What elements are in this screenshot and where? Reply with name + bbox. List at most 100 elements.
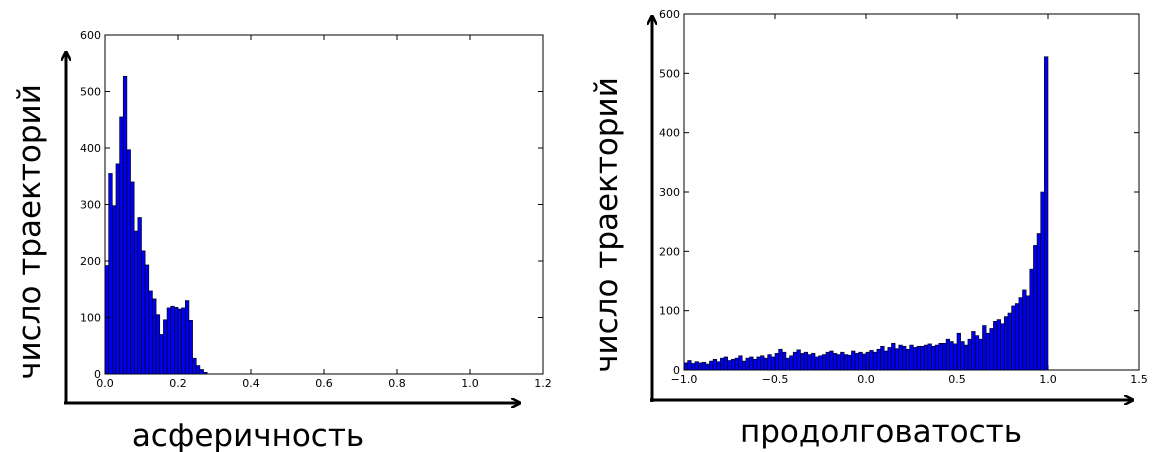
bar	[771, 356, 776, 371]
bar	[996, 319, 1001, 371]
y-axis-label: число траекторий	[12, 84, 48, 380]
bar	[199, 369, 204, 375]
y-tick-label: 500	[659, 67, 680, 80]
bar	[971, 331, 976, 371]
bar	[814, 356, 819, 371]
bar	[789, 355, 794, 371]
bar	[698, 362, 703, 371]
bar	[778, 348, 783, 371]
bar	[822, 354, 827, 371]
x-tick-label: 1.5	[1130, 373, 1148, 386]
y-tick-label: 500	[80, 86, 101, 99]
bar	[800, 353, 805, 371]
bar	[712, 359, 718, 371]
bar	[872, 351, 878, 371]
bar	[862, 353, 867, 371]
x-tick-label: 0.4	[242, 377, 260, 390]
bar	[960, 341, 965, 371]
bar	[1033, 245, 1038, 371]
y-tick-label: 0	[673, 364, 680, 377]
chart-prolateness: −1.0 −0.5 0.0 0.5 1.0 1.5 0 100 200 300 400 500 600…	[589, 8, 1148, 450]
x-tick-label: −0.5	[762, 373, 789, 386]
bar	[880, 345, 885, 371]
bar	[694, 361, 699, 371]
y-tick-label: 400	[659, 127, 680, 140]
bar	[974, 335, 980, 371]
bar	[796, 349, 801, 371]
bar	[687, 360, 692, 371]
bar	[752, 359, 758, 371]
bar	[931, 345, 936, 371]
y-tick-label: 300	[659, 186, 680, 199]
bar	[836, 354, 841, 371]
bar	[716, 361, 721, 371]
bar	[927, 343, 932, 371]
bar	[159, 334, 164, 375]
bar	[858, 351, 863, 371]
x-tick-label: 1.2	[534, 377, 552, 390]
bar	[137, 217, 142, 375]
y-ticks: 0 100 200 300 400 500 600	[659, 8, 1139, 377]
bar	[763, 357, 769, 371]
bar	[825, 351, 830, 371]
bar	[774, 353, 779, 371]
bar	[119, 116, 124, 375]
bar-series	[104, 75, 208, 375]
bar	[785, 357, 790, 371]
bar	[185, 300, 190, 375]
bar	[144, 264, 150, 375]
x-tick-label: 1.0	[1039, 373, 1057, 386]
bar	[1044, 56, 1049, 371]
bar	[720, 357, 725, 371]
x-tick-label: −1.0	[671, 373, 698, 386]
bar	[963, 344, 969, 371]
bar	[1014, 303, 1020, 371]
bar	[709, 360, 714, 371]
bar	[108, 173, 113, 375]
bar	[1007, 312, 1012, 371]
bar	[115, 163, 120, 375]
bar	[913, 347, 918, 371]
x-tick-label: 1.0	[461, 377, 479, 390]
y-tick-label: 300	[80, 199, 101, 212]
bar	[905, 348, 910, 371]
bar	[829, 350, 834, 371]
bar	[141, 250, 146, 375]
bar	[843, 354, 849, 371]
bar	[851, 350, 856, 371]
x-axis-label: продолговатость	[740, 414, 1022, 450]
bar	[195, 365, 201, 375]
y-tick-label: 600	[659, 8, 680, 21]
bar	[832, 353, 838, 371]
y-tick-label: 100	[80, 312, 101, 325]
bar	[989, 328, 994, 371]
y-tick-label: 200	[659, 245, 680, 258]
bar	[749, 356, 754, 371]
bar	[934, 344, 940, 371]
bar	[192, 357, 197, 375]
bar	[188, 320, 193, 375]
bar	[166, 307, 172, 375]
bar	[840, 351, 845, 371]
bar	[203, 372, 208, 375]
bar	[792, 351, 798, 371]
bar	[130, 181, 135, 375]
bar	[1022, 289, 1027, 371]
bar	[807, 354, 812, 371]
x-ticks: −1.0 −0.5 0.0 0.5 1.0 1.5	[671, 14, 1148, 386]
bar	[945, 338, 951, 371]
bar	[1018, 297, 1023, 371]
plot-frame	[683, 13, 1140, 371]
bar	[104, 265, 109, 375]
bar	[781, 351, 787, 371]
bar	[174, 307, 179, 375]
bar	[1025, 295, 1031, 371]
y-tick-label: 0	[94, 368, 101, 381]
bar	[723, 356, 728, 371]
bar	[876, 348, 881, 371]
bar	[1011, 305, 1016, 371]
bar	[1040, 191, 1045, 371]
bar	[891, 342, 896, 371]
bar	[898, 344, 903, 371]
y-tick-label: 200	[80, 255, 101, 268]
